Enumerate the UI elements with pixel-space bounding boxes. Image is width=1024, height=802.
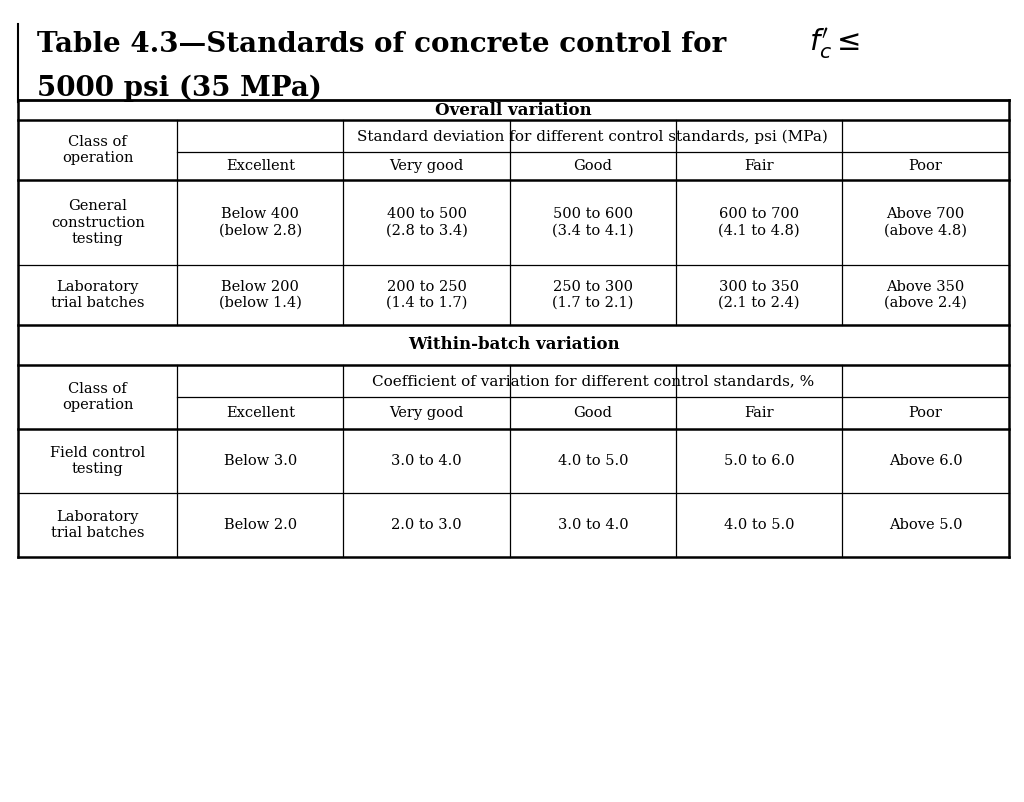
Text: Table 4.3—Standards of concrete control for: Table 4.3—Standards of concrete control … xyxy=(37,30,735,58)
Text: Class of
operation: Class of operation xyxy=(62,136,133,165)
Text: Above 6.0: Above 6.0 xyxy=(889,454,963,468)
Text: 500 to 600
(3.4 to 4.1): 500 to 600 (3.4 to 4.1) xyxy=(552,208,634,237)
Text: 300 to 350
(2.1 to 2.4): 300 to 350 (2.1 to 2.4) xyxy=(719,280,800,310)
Text: Very good: Very good xyxy=(389,406,464,420)
Text: Coefficient of variation for different control standards, %: Coefficient of variation for different c… xyxy=(372,374,814,388)
Text: Below 2.0: Below 2.0 xyxy=(223,518,297,533)
Text: Excellent: Excellent xyxy=(226,406,295,420)
Text: 400 to 500
(2.8 to 3.4): 400 to 500 (2.8 to 3.4) xyxy=(386,208,468,237)
Text: 3.0 to 4.0: 3.0 to 4.0 xyxy=(558,518,628,533)
Text: Laboratory
trial batches: Laboratory trial batches xyxy=(51,280,144,310)
Text: Above 5.0: Above 5.0 xyxy=(889,518,963,533)
Text: Class of
operation: Class of operation xyxy=(62,382,133,412)
Text: Below 200
(below 1.4): Below 200 (below 1.4) xyxy=(219,280,302,310)
Text: Above 350
(above 2.4): Above 350 (above 2.4) xyxy=(884,280,967,310)
Text: Fair: Fair xyxy=(744,160,774,173)
Text: 5.0 to 6.0: 5.0 to 6.0 xyxy=(724,454,795,468)
Text: 200 to 250
(1.4 to 1.7): 200 to 250 (1.4 to 1.7) xyxy=(386,280,467,310)
Text: 600 to 700
(4.1 to 4.8): 600 to 700 (4.1 to 4.8) xyxy=(719,208,800,237)
Text: Overall variation: Overall variation xyxy=(435,102,592,119)
Text: 4.0 to 5.0: 4.0 to 5.0 xyxy=(724,518,795,533)
Text: $f_c' \leq$: $f_c' \leq$ xyxy=(809,26,860,62)
Text: Very good: Very good xyxy=(389,160,464,173)
Text: Fair: Fair xyxy=(744,406,774,420)
Text: 250 to 300
(1.7 to 2.1): 250 to 300 (1.7 to 2.1) xyxy=(552,280,634,310)
Text: Below 3.0: Below 3.0 xyxy=(223,454,297,468)
Text: General
construction
testing: General construction testing xyxy=(51,200,144,245)
Text: Standard deviation for different control standards, psi (MPa): Standard deviation for different control… xyxy=(357,129,828,144)
Text: Above 700
(above 4.8): Above 700 (above 4.8) xyxy=(884,208,967,237)
Text: Good: Good xyxy=(573,406,612,420)
Text: 3.0 to 4.0: 3.0 to 4.0 xyxy=(391,454,462,468)
Text: Poor: Poor xyxy=(908,160,942,173)
Text: Laboratory
trial batches: Laboratory trial batches xyxy=(51,510,144,541)
Text: Below 400
(below 2.8): Below 400 (below 2.8) xyxy=(219,208,302,237)
Text: Good: Good xyxy=(573,160,612,173)
Text: 4.0 to 5.0: 4.0 to 5.0 xyxy=(558,454,628,468)
Text: 2.0 to 3.0: 2.0 to 3.0 xyxy=(391,518,462,533)
Text: 5000 psi (35 MPa): 5000 psi (35 MPa) xyxy=(37,75,322,102)
Text: Field control
testing: Field control testing xyxy=(50,446,145,476)
Text: Poor: Poor xyxy=(908,406,942,420)
Text: Excellent: Excellent xyxy=(226,160,295,173)
Text: Within-batch variation: Within-batch variation xyxy=(408,336,620,354)
